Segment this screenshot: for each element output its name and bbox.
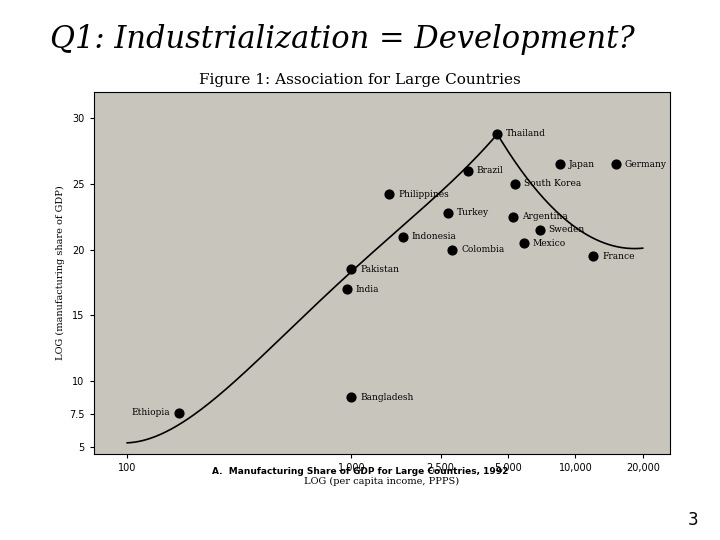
Text: India: India — [356, 285, 379, 294]
Point — [491, 130, 503, 138]
Text: France: France — [603, 252, 635, 261]
Point — [346, 393, 357, 401]
Point — [462, 166, 474, 175]
Point — [509, 180, 521, 188]
Text: 3: 3 — [688, 511, 698, 529]
Text: Indonesia: Indonesia — [412, 232, 456, 241]
Point — [346, 265, 357, 274]
Text: Ethiopia: Ethiopia — [131, 408, 170, 417]
Text: Argentina: Argentina — [522, 212, 567, 221]
Text: Bangladesh: Bangladesh — [360, 393, 414, 402]
Point — [507, 212, 518, 221]
Text: Turkey: Turkey — [456, 208, 489, 217]
Text: Figure 1: Association for Large Countries: Figure 1: Association for Large Countrie… — [199, 73, 521, 87]
X-axis label: LOG (per capita income, PPPS): LOG (per capita income, PPPS) — [304, 477, 459, 486]
Point — [588, 252, 599, 261]
Point — [446, 245, 458, 254]
Text: Q1: Industrialization = Development?: Q1: Industrialization = Development? — [50, 24, 635, 55]
Text: South Korea: South Korea — [524, 179, 581, 188]
Point — [534, 226, 545, 234]
Point — [341, 285, 353, 293]
Text: Thailand: Thailand — [506, 130, 546, 138]
Text: Pakistan: Pakistan — [360, 265, 400, 274]
Text: Mexico: Mexico — [533, 239, 566, 248]
Text: Sweden: Sweden — [549, 225, 585, 234]
Point — [384, 190, 395, 199]
Text: Brazil: Brazil — [477, 166, 503, 176]
Y-axis label: LOG (manufacturing share of GDP): LOG (manufacturing share of GDP) — [55, 185, 65, 360]
Point — [554, 160, 565, 168]
Text: Japan: Japan — [569, 160, 595, 168]
Text: Germany: Germany — [625, 160, 667, 168]
Point — [173, 408, 184, 417]
Text: A.  Manufacturing Share of GDP for Large Countries, 1992: A. Manufacturing Share of GDP for Large … — [212, 467, 508, 476]
Point — [518, 239, 530, 247]
Text: Colombia: Colombia — [462, 245, 505, 254]
Point — [442, 208, 454, 217]
Point — [397, 232, 409, 241]
Point — [610, 160, 621, 168]
Text: Philippines: Philippines — [398, 190, 449, 199]
